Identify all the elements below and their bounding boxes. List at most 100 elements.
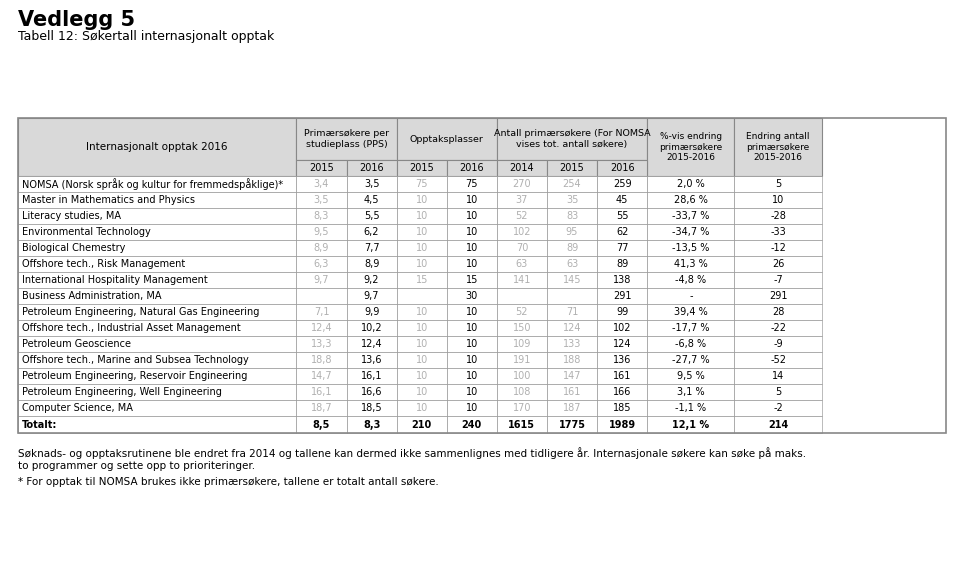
Bar [647, 320, 734, 336]
Text: 6,2: 6,2 [364, 227, 379, 237]
Text: 10: 10 [466, 307, 478, 317]
Text: 35: 35 [565, 195, 578, 205]
Text: 2015: 2015 [560, 163, 585, 173]
Bar [297, 288, 347, 304]
Text: 1775: 1775 [559, 419, 586, 429]
Bar [396, 336, 446, 352]
Text: 16,6: 16,6 [361, 387, 382, 397]
Text: 15: 15 [416, 275, 428, 285]
Bar [647, 272, 734, 288]
Text: 10: 10 [466, 323, 478, 333]
Bar [446, 368, 497, 384]
Text: 2016: 2016 [610, 163, 635, 173]
Text: 8,9: 8,9 [314, 243, 329, 253]
Bar [18, 240, 297, 256]
Text: 210: 210 [412, 419, 432, 429]
Text: Vedlegg 5: Vedlegg 5 [18, 10, 135, 30]
Text: NOMSA (Norsk språk og kultur for fremmedspåklige)*: NOMSA (Norsk språk og kultur for fremmed… [22, 178, 283, 190]
Bar [446, 224, 497, 240]
Bar [347, 352, 396, 368]
Text: 62: 62 [616, 227, 628, 237]
Text: 12,4: 12,4 [311, 323, 332, 333]
Text: 16,1: 16,1 [361, 371, 382, 381]
Bar [347, 240, 396, 256]
Text: -9: -9 [773, 339, 782, 349]
Text: 10: 10 [466, 355, 478, 365]
Text: 166: 166 [612, 387, 632, 397]
Bar [347, 192, 396, 208]
Bar [647, 288, 734, 304]
Bar [647, 304, 734, 320]
Bar [734, 304, 822, 320]
Text: 14: 14 [772, 371, 784, 381]
Bar [396, 272, 446, 288]
Bar [547, 240, 597, 256]
Text: 10: 10 [466, 371, 478, 381]
Text: 52: 52 [516, 307, 528, 317]
Bar [547, 192, 597, 208]
Bar [446, 176, 497, 192]
Bar [347, 160, 396, 176]
Bar [597, 352, 647, 368]
Text: 5: 5 [775, 387, 781, 397]
Bar [597, 192, 647, 208]
Text: -52: -52 [770, 355, 786, 365]
Bar [396, 368, 446, 384]
Bar [446, 416, 497, 433]
Bar [497, 384, 547, 400]
Bar [347, 320, 396, 336]
Text: 3,5: 3,5 [314, 195, 329, 205]
Bar [297, 304, 347, 320]
Text: 2016: 2016 [460, 163, 484, 173]
Text: 41,3 %: 41,3 % [674, 259, 708, 269]
Text: 52: 52 [516, 211, 528, 221]
Text: 147: 147 [563, 371, 581, 381]
Bar [18, 208, 297, 224]
Text: Business Administration, MA: Business Administration, MA [22, 291, 161, 301]
Bar [547, 288, 597, 304]
Text: 10: 10 [416, 211, 428, 221]
Bar [734, 352, 822, 368]
Text: 10: 10 [416, 243, 428, 253]
Text: Master in Mathematics and Physics: Master in Mathematics and Physics [22, 195, 195, 205]
Bar [446, 320, 497, 336]
Text: 9,7: 9,7 [314, 275, 329, 285]
Text: 3,4: 3,4 [314, 179, 329, 189]
Bar [396, 192, 446, 208]
Text: 10: 10 [416, 387, 428, 397]
Text: 10: 10 [416, 323, 428, 333]
Bar [18, 400, 297, 416]
Text: 4,5: 4,5 [364, 195, 379, 205]
Bar [297, 384, 347, 400]
Bar [396, 400, 446, 416]
Text: 5: 5 [775, 179, 781, 189]
Bar [547, 160, 597, 176]
Text: 185: 185 [612, 403, 632, 413]
Bar [597, 176, 647, 192]
Text: 12,4: 12,4 [361, 339, 382, 349]
Bar [396, 176, 446, 192]
Text: 9,2: 9,2 [364, 275, 379, 285]
Text: 10: 10 [466, 195, 478, 205]
Text: * For opptak til NOMSA brukes ikke primærsøkere, tallene er totalt antall søkere: * For opptak til NOMSA brukes ikke primæ… [18, 477, 439, 487]
Bar [446, 384, 497, 400]
Text: 10: 10 [466, 403, 478, 413]
Text: 77: 77 [616, 243, 629, 253]
Bar [547, 224, 597, 240]
Bar [547, 336, 597, 352]
Text: 89: 89 [616, 259, 628, 269]
Bar [18, 192, 297, 208]
Bar [18, 272, 297, 288]
Text: 161: 161 [612, 371, 632, 381]
Text: 214: 214 [768, 419, 788, 429]
Text: 10: 10 [466, 227, 478, 237]
Bar [547, 208, 597, 224]
Bar [297, 400, 347, 416]
Text: Offshore tech., Risk Management: Offshore tech., Risk Management [22, 259, 185, 269]
Bar [396, 240, 446, 256]
Text: -6,8 %: -6,8 % [675, 339, 707, 349]
Bar [734, 224, 822, 240]
Text: 10: 10 [466, 211, 478, 221]
Text: 136: 136 [612, 355, 632, 365]
Text: 12,1 %: 12,1 % [672, 419, 709, 429]
